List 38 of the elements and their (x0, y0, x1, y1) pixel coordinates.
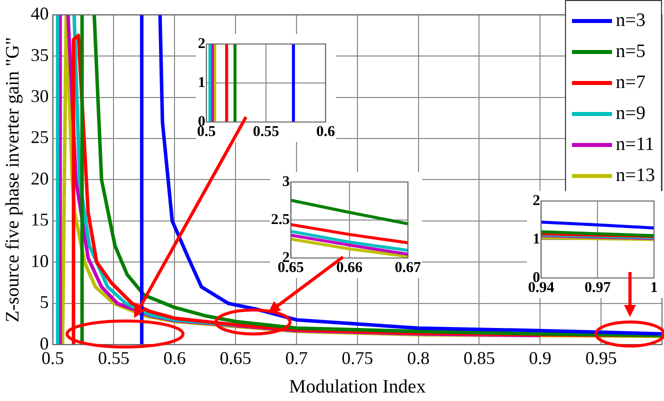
y-tick-label: 1 (532, 231, 540, 248)
legend-label: n=3 (616, 10, 646, 32)
y-tick-label: 0 (40, 333, 49, 354)
legend-label: n=13 (616, 164, 655, 186)
x-axis-title: Modulation Index (289, 376, 426, 398)
x-tick-label: 0.6 (163, 348, 186, 368)
x-tick-label: 0.65 (220, 348, 252, 368)
x-tick-label: 0.66 (336, 260, 363, 276)
y-tick-label: 20 (30, 168, 49, 188)
y-tick-label: 1 (198, 74, 206, 91)
x-tick-label: 0.67 (394, 260, 422, 276)
x-tick-label: 0.95 (585, 348, 617, 368)
legend-label: n=5 (616, 40, 646, 62)
x-tick-label: 0.8 (407, 348, 430, 368)
x-tick-label: 0.9 (528, 348, 552, 368)
x-tick-label: 0.55 (252, 124, 280, 140)
x-tick-label: 1 (650, 280, 658, 296)
y-tick-label: 10 (30, 250, 49, 271)
y-tick-label: 30 (30, 86, 49, 106)
x-tick-label: 0.55 (98, 348, 130, 368)
x-tick-label: 0.6 (316, 124, 336, 140)
x-tick-label: 0.85 (463, 348, 495, 368)
x-tick-label: 0.7 (285, 348, 308, 368)
x-tick-label: 0.75 (342, 348, 374, 368)
y-tick-label: 3 (282, 174, 290, 190)
y-tick-label: 2 (198, 36, 206, 52)
y-tick-label: 40 (30, 4, 49, 24)
x-tick-label: 0.97 (584, 280, 612, 296)
y-axis-title: Z-source five phase inverter gain "G" (2, 37, 24, 322)
y-tick-label: 2 (532, 192, 540, 209)
y-tick-label: 35 (30, 44, 49, 65)
legend-label: n=9 (616, 102, 646, 124)
y-tick-label: 5 (40, 292, 49, 312)
legend-label: n=7 (616, 72, 646, 94)
y-tick-label: 2.5 (271, 212, 290, 228)
legend-label: n=11 (616, 134, 654, 156)
y-tick-label: 15 (30, 210, 49, 230)
y-tick-label: 25 (30, 127, 49, 148)
